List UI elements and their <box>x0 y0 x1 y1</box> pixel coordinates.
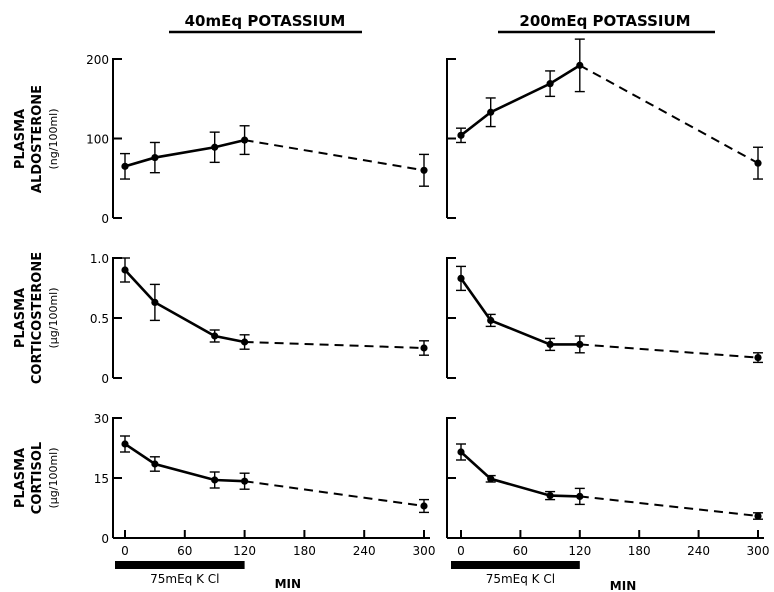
data-point <box>420 166 428 174</box>
data-point <box>754 159 762 167</box>
chart-panels: 0 100 200 0 0.5 1.0 0 15 30 <box>86 38 763 546</box>
y-tick-label: 0 <box>101 372 109 386</box>
panel-aldosterone-40meq: 0 100 200 <box>86 53 429 226</box>
y-tick-label: 0 <box>101 532 109 546</box>
data-point <box>487 316 495 324</box>
x-tick-label: 180 <box>628 544 651 558</box>
series-line-solid <box>124 269 245 344</box>
panel-cortisol-40meq: 0 15 30 <box>94 412 429 546</box>
series-line-solid <box>459 277 580 346</box>
series-line-solid <box>460 451 580 498</box>
infusion-bar <box>451 561 580 569</box>
panel-corticosterone-200meq <box>446 257 763 379</box>
data-point <box>546 340 554 348</box>
infusion-bar <box>115 561 245 569</box>
data-point <box>457 448 465 456</box>
series-line-dashed <box>579 64 759 165</box>
series-line-solid <box>124 442 245 483</box>
data-point <box>487 475 495 483</box>
data-point <box>457 131 465 139</box>
data-point <box>576 61 584 69</box>
series-line-dashed <box>579 343 759 359</box>
x-tick-label: 300 <box>747 544 770 558</box>
infusion-label: 75mEq K Cl <box>486 572 555 586</box>
data-point <box>241 136 249 144</box>
y-tick-label: 1.0 <box>90 252 109 266</box>
svg-text:(μg/100ml): (μg/100ml) <box>47 447 60 508</box>
x-axis-40meq: 0 60 120 180 240 300 75mEq K Cl MIN <box>113 530 435 591</box>
data-point <box>151 298 159 306</box>
data-point <box>576 340 584 348</box>
header-left: 40mEq POTASSIUM <box>185 12 346 30</box>
series-line-dashed <box>244 341 425 349</box>
data-point <box>121 440 129 448</box>
svg-text:(μg/100ml): (μg/100ml) <box>47 287 60 348</box>
data-point <box>576 492 584 500</box>
x-unit-label: MIN <box>275 577 301 591</box>
y-tick-label: 30 <box>94 412 109 426</box>
data-point <box>151 153 159 162</box>
infusion-label: 75mEq K Cl <box>150 572 219 586</box>
data-point <box>241 477 249 485</box>
series-line-dashed <box>244 480 425 507</box>
y-tick-label: 0 <box>101 212 109 226</box>
series-line-dashed <box>244 139 425 172</box>
x-tick-label: 120 <box>233 544 256 558</box>
x-tick-label: 120 <box>568 544 591 558</box>
svg-text:(ng/100ml): (ng/100ml) <box>47 108 60 169</box>
row-label-cortisol: PLASMA CORTISOL (μg/100ml) <box>13 442 60 514</box>
x-tick-label: 60 <box>513 544 528 558</box>
panel-aldosterone-200meq <box>446 38 763 219</box>
x-axis-200meq: 0 60 120 180 240 300 75mEq K Cl MIN <box>447 530 769 592</box>
series-line-dashed <box>579 495 759 517</box>
data-point <box>241 338 249 346</box>
svg-text:ALDOSTERONE: ALDOSTERONE <box>30 85 45 193</box>
data-point <box>121 162 129 170</box>
x-unit-label: MIN <box>610 579 636 592</box>
svg-text:PLASMA: PLASMA <box>13 448 28 508</box>
y-tick-label: 0.5 <box>90 312 109 326</box>
x-tick-label: 180 <box>293 544 316 558</box>
x-tick-label: 60 <box>177 544 192 558</box>
x-tick-label: 300 <box>413 544 436 558</box>
data-point <box>121 266 129 274</box>
data-point <box>754 354 762 362</box>
data-point <box>457 274 465 282</box>
panel-cortisol-200meq <box>446 417 763 539</box>
y-tick-label: 100 <box>86 133 109 147</box>
data-point <box>151 460 159 468</box>
row-label-aldosterone: PLASMA ALDOSTERONE (ng/100ml) <box>13 85 60 193</box>
data-point <box>420 344 428 352</box>
data-point <box>211 332 219 340</box>
y-tick-label: 15 <box>94 472 109 486</box>
data-point <box>546 80 554 88</box>
x-tick-label: 240 <box>687 544 710 558</box>
data-point <box>487 108 495 116</box>
data-point <box>211 476 219 484</box>
header-right: 200mEq POTASSIUM <box>519 12 690 30</box>
panel-corticosterone-40meq: 0 0.5 1.0 <box>90 252 429 386</box>
svg-text:PLASMA: PLASMA <box>13 109 28 169</box>
data-point <box>211 143 219 151</box>
x-axes: 0 60 120 180 240 300 75mEq K Cl MIN 0 60 120 180 240… <box>113 530 769 592</box>
svg-text:PLASMA: PLASMA <box>13 288 28 348</box>
svg-text:CORTICOSTERONE: CORTICOSTERONE <box>30 252 45 384</box>
row-label-corticosterone: PLASMA CORTICOSTERONE (μg/100ml) <box>13 252 60 384</box>
data-point <box>754 512 762 520</box>
series-line-solid <box>460 64 581 137</box>
data-point <box>420 502 428 510</box>
x-tick-label: 0 <box>121 544 129 558</box>
y-tick-label: 200 <box>86 53 109 67</box>
data-point <box>546 492 554 500</box>
x-tick-label: 0 <box>457 544 465 558</box>
series-line-solid <box>124 138 245 168</box>
x-tick-label: 240 <box>353 544 376 558</box>
svg-text:CORTISOL: CORTISOL <box>30 442 45 514</box>
